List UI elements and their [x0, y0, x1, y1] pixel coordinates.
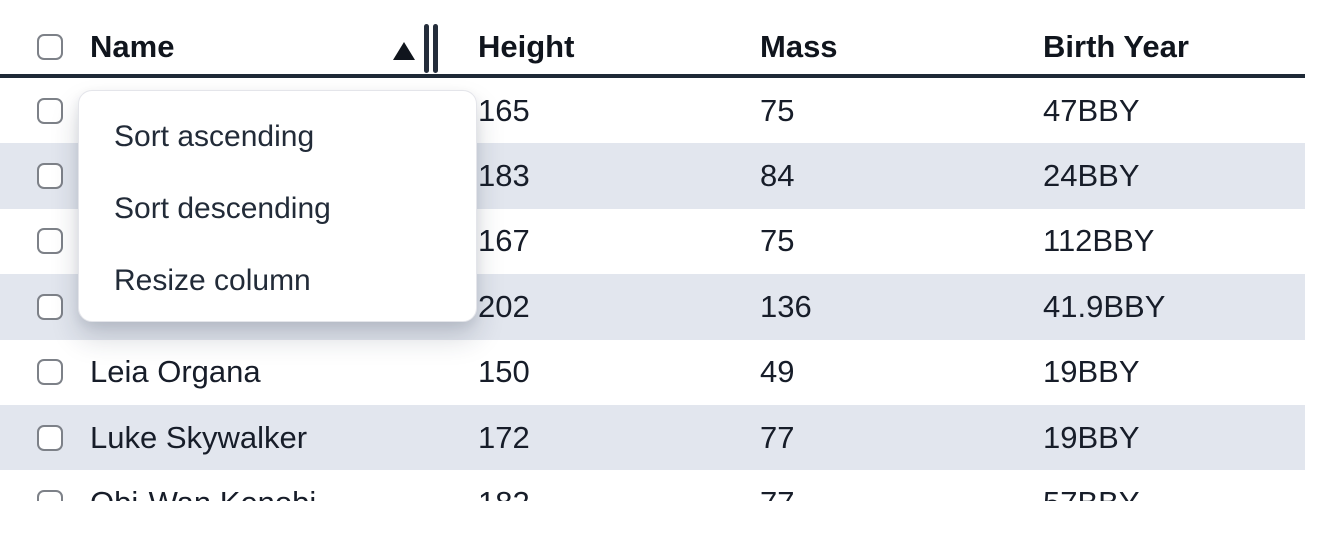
column-header-height[interactable]: Height [478, 29, 760, 65]
cell-mass: 75 [760, 92, 795, 128]
column-header-name[interactable]: Name [90, 29, 478, 65]
cell-height: 182 [478, 485, 760, 501]
table-row[interactable]: 202 136 41.9BBY [0, 274, 1305, 340]
select-all-checkbox[interactable] [37, 34, 63, 60]
cell-name: Luke Skywalker [90, 419, 308, 455]
cell-birth-year: 24BBY [1043, 158, 1140, 194]
cell-height: 165 [478, 92, 530, 128]
cell-birth-year: 57BBY [1043, 485, 1305, 501]
cell-height: 172 [478, 419, 530, 455]
table-header-row: Name Height Mass Birth Year [0, 0, 1305, 78]
menu-item-sort-descending[interactable]: Sort descending [114, 192, 331, 225]
menu-item-sort-ascending[interactable]: Sort ascending [114, 120, 315, 153]
table-row[interactable]: 165 75 47BBY [0, 78, 1305, 143]
column-header-height-label: Height [478, 29, 575, 64]
cell-mass: 136 [760, 288, 812, 324]
cell-height: 150 [478, 354, 530, 390]
cell-mass: 77 [760, 485, 1043, 501]
cell-name: Obi-Wan Kenobi [90, 485, 478, 501]
column-header-birth-year-label: Birth Year [1043, 29, 1189, 64]
cell-height: 183 [478, 158, 530, 194]
row-checkbox[interactable] [37, 97, 63, 124]
row-checkbox[interactable] [37, 163, 63, 190]
cell-mass: 75 [760, 223, 795, 259]
row-checkbox[interactable] [37, 490, 63, 501]
column-header-name-label: Name [90, 29, 175, 64]
sort-ascending-icon [393, 42, 415, 60]
cell-height: 167 [478, 223, 530, 259]
cell-birth-year: 19BBY [1043, 419, 1140, 455]
column-header-menu: Sort ascending Sort descending Resize co… [78, 90, 477, 322]
data-table: Name Height Mass Birth Year 165 75 47BBY [0, 0, 1305, 501]
cell-birth-year: 112BBY [1043, 223, 1155, 259]
cell-mass: 77 [760, 419, 795, 455]
table-row[interactable]: Luke Skywalker 172 77 19BBY [0, 404, 1305, 471]
column-resize-handle-icon[interactable] [424, 24, 438, 73]
cell-mass: 84 [760, 158, 795, 194]
table-row[interactable]: 167 75 112BBY [0, 209, 1305, 274]
cell-height: 202 [478, 288, 530, 324]
cell-name: Leia Organa [90, 354, 261, 390]
table-row[interactable]: Obi-Wan Kenobi 182 77 57BBY [0, 470, 1305, 501]
table-body: 165 75 47BBY 183 84 24BBY 167 75 112BBY [0, 78, 1305, 501]
cell-mass: 49 [760, 354, 795, 390]
cell-birth-year: 19BBY [1043, 354, 1140, 390]
row-checkbox[interactable] [37, 424, 63, 451]
column-header-birth-year[interactable]: Birth Year [1043, 29, 1305, 65]
table-row[interactable]: Leia Organa 150 49 19BBY [0, 340, 1305, 405]
column-header-mass-label: Mass [760, 29, 838, 64]
cell-birth-year: 41.9BBY [1043, 288, 1166, 324]
row-checkbox[interactable] [37, 359, 63, 386]
menu-item-resize-column[interactable]: Resize column [114, 264, 311, 297]
row-checkbox[interactable] [37, 228, 63, 255]
column-header-mass[interactable]: Mass [760, 29, 1043, 65]
row-checkbox[interactable] [37, 293, 63, 320]
cell-birth-year: 47BBY [1043, 92, 1140, 128]
